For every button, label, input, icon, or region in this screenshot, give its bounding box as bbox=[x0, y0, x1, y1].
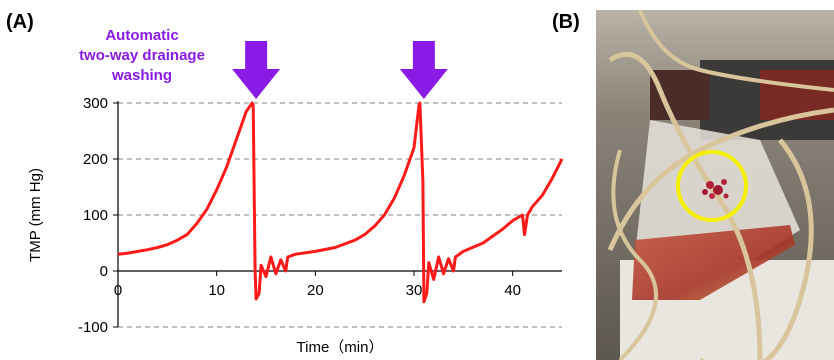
y-tick-label--100: -100 bbox=[78, 319, 108, 336]
plot-area: 300 200 100 0 -100 0 10 20 30 40 bbox=[78, 41, 564, 336]
clot bbox=[702, 179, 729, 199]
bag-liquid bbox=[632, 225, 795, 300]
annotation-line-1: Automatic bbox=[105, 27, 178, 44]
y-tick-label-200: 200 bbox=[83, 151, 108, 168]
panel-a-label: (A) bbox=[6, 11, 34, 33]
x-tick-label-20: 20 bbox=[307, 282, 324, 299]
arrow-down-icon-2 bbox=[399, 41, 448, 99]
tube-4 bbox=[611, 149, 658, 360]
tube-1 bbox=[608, 51, 763, 360]
panel-a: (A) Automatic two-way drainage washing 3… bbox=[6, 11, 564, 356]
x-tick-label-0: 0 bbox=[114, 282, 122, 299]
x-tick-label-30: 30 bbox=[406, 282, 423, 299]
x-tick-label-10: 10 bbox=[208, 282, 225, 299]
dark-item bbox=[650, 70, 710, 120]
tube-3 bbox=[700, 138, 814, 360]
annotation-line-2: two-way drainage bbox=[79, 47, 205, 64]
y-tick-label-0: 0 bbox=[100, 263, 108, 280]
x-axis-title: Time（min） bbox=[297, 339, 384, 356]
arrow-down-icon-1 bbox=[232, 41, 281, 99]
highlight-circle bbox=[676, 150, 748, 222]
x-tick-label-40: 40 bbox=[504, 282, 521, 299]
tube-2 bbox=[607, 107, 834, 251]
y-axis-title: TMP (mm Hg) bbox=[27, 168, 44, 262]
panel-b: (B) bbox=[552, 10, 834, 360]
annotation: Automatic two-way drainage washing bbox=[79, 27, 205, 84]
annotation-line-3: washing bbox=[111, 67, 172, 84]
photo bbox=[596, 10, 834, 360]
tube-5 bbox=[638, 10, 834, 92]
series-line-0 bbox=[117, 101, 564, 304]
y-tick-label-300: 300 bbox=[83, 95, 108, 112]
y-tick-label-100: 100 bbox=[83, 207, 108, 224]
panel-b-label: (B) bbox=[552, 11, 580, 33]
